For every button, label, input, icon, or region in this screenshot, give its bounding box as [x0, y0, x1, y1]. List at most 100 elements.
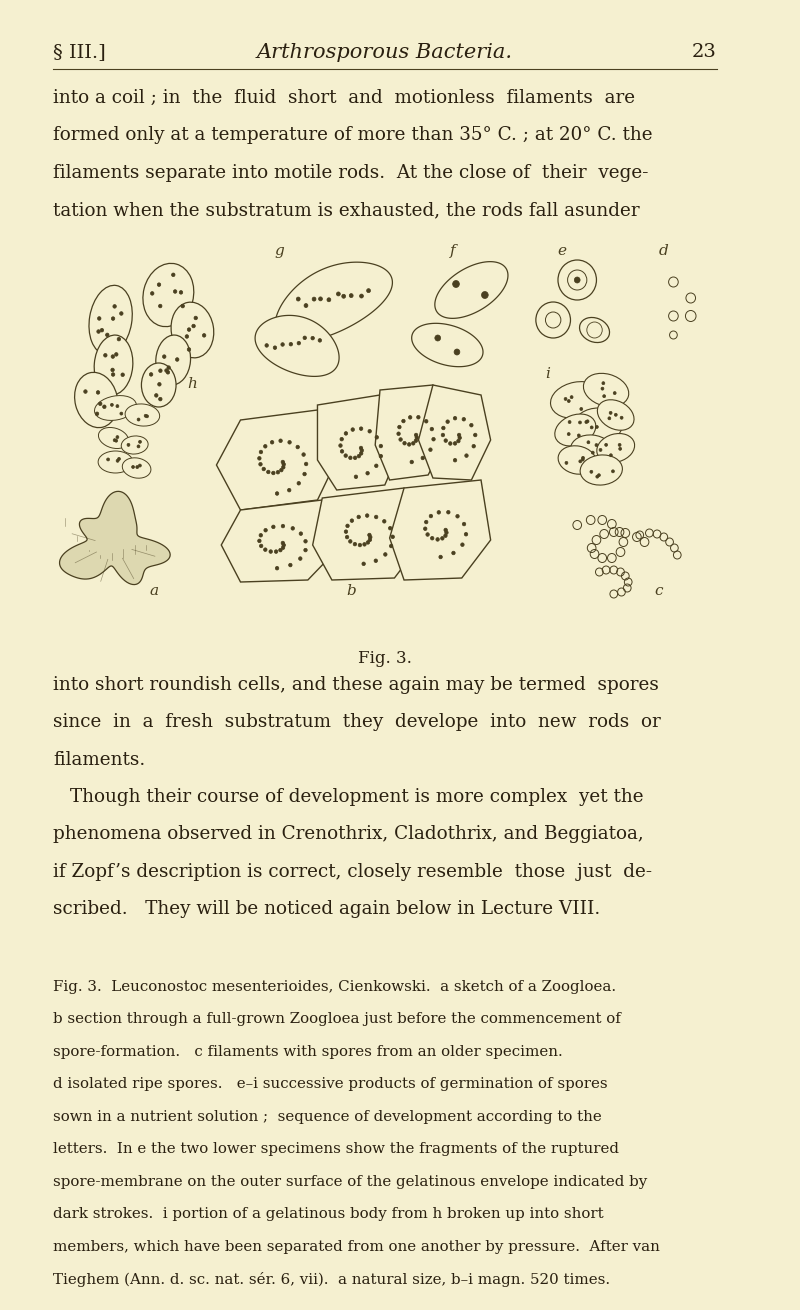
- Circle shape: [430, 536, 434, 540]
- Circle shape: [262, 468, 266, 470]
- Circle shape: [411, 441, 415, 445]
- Circle shape: [453, 280, 459, 287]
- Circle shape: [158, 283, 161, 287]
- Circle shape: [609, 411, 612, 414]
- Circle shape: [590, 470, 593, 473]
- Circle shape: [429, 515, 433, 517]
- Circle shape: [171, 272, 175, 276]
- Circle shape: [258, 462, 262, 466]
- Circle shape: [436, 537, 439, 541]
- Text: b: b: [346, 584, 356, 597]
- Circle shape: [337, 292, 340, 296]
- Circle shape: [179, 291, 182, 295]
- Circle shape: [582, 456, 585, 460]
- Polygon shape: [375, 385, 452, 479]
- Circle shape: [374, 559, 378, 562]
- Circle shape: [610, 453, 612, 457]
- Circle shape: [158, 304, 162, 308]
- Circle shape: [390, 544, 393, 548]
- Text: Fig. 3.  Leuconostoc mesenterioides, Cienkowski.  a sketch of a Zoogloea.: Fig. 3. Leuconostoc mesenterioides, Cien…: [53, 980, 616, 994]
- Circle shape: [280, 468, 283, 472]
- Circle shape: [444, 528, 447, 532]
- Text: formed only at a temperature of more than 35° C. ; at 20° C. the: formed only at a temperature of more tha…: [53, 127, 653, 144]
- Circle shape: [369, 536, 372, 538]
- Circle shape: [461, 542, 464, 546]
- Circle shape: [421, 456, 425, 460]
- Circle shape: [389, 527, 392, 531]
- Circle shape: [281, 460, 285, 464]
- Circle shape: [263, 444, 267, 448]
- Circle shape: [342, 295, 346, 299]
- Ellipse shape: [74, 372, 118, 427]
- Circle shape: [95, 413, 98, 415]
- Circle shape: [346, 536, 349, 538]
- Circle shape: [602, 394, 606, 398]
- Circle shape: [409, 415, 412, 419]
- Circle shape: [382, 520, 386, 523]
- Circle shape: [423, 527, 427, 531]
- Circle shape: [359, 293, 363, 299]
- Circle shape: [444, 534, 447, 537]
- Circle shape: [174, 290, 177, 293]
- Circle shape: [565, 461, 568, 464]
- Circle shape: [282, 524, 285, 528]
- Circle shape: [303, 337, 306, 339]
- Text: filaments separate into motile rods.  At the close of  their  vege-: filaments separate into motile rods. At …: [53, 164, 648, 182]
- Text: letters.  In e the two lower specimens show the fragments of the ruptured: letters. In e the two lower specimens sh…: [53, 1142, 619, 1157]
- Polygon shape: [390, 479, 490, 580]
- Ellipse shape: [98, 427, 129, 448]
- Circle shape: [100, 329, 104, 331]
- Circle shape: [181, 304, 185, 308]
- Circle shape: [445, 531, 448, 534]
- Circle shape: [118, 457, 121, 460]
- Text: i: i: [546, 367, 550, 381]
- Circle shape: [158, 383, 161, 386]
- Circle shape: [410, 460, 414, 464]
- Circle shape: [425, 520, 428, 524]
- Text: a: a: [149, 584, 158, 597]
- Circle shape: [579, 460, 582, 462]
- Text: Though their course of development is more complex  yet the: Though their course of development is mo…: [70, 789, 644, 806]
- Circle shape: [298, 557, 302, 561]
- Circle shape: [340, 438, 343, 441]
- Circle shape: [399, 438, 402, 441]
- Circle shape: [269, 550, 273, 553]
- Polygon shape: [222, 500, 342, 582]
- Circle shape: [106, 458, 110, 461]
- Polygon shape: [255, 316, 339, 376]
- Circle shape: [120, 312, 123, 316]
- Circle shape: [379, 444, 382, 448]
- Circle shape: [441, 537, 444, 540]
- Circle shape: [605, 443, 607, 447]
- Circle shape: [574, 276, 580, 283]
- Circle shape: [398, 426, 401, 428]
- Circle shape: [620, 417, 623, 419]
- Ellipse shape: [125, 403, 160, 426]
- Circle shape: [137, 445, 140, 448]
- Circle shape: [359, 427, 363, 431]
- Circle shape: [379, 455, 382, 458]
- Polygon shape: [418, 385, 490, 479]
- Circle shape: [282, 465, 285, 469]
- Circle shape: [338, 444, 342, 447]
- Circle shape: [98, 402, 102, 406]
- Text: Tieghem (Ann. d. sc. nat. sér. 6, vii).  a natural size, b–i magn. 520 times.: Tieghem (Ann. d. sc. nat. sér. 6, vii). …: [53, 1272, 610, 1288]
- Circle shape: [166, 371, 170, 375]
- Text: filaments.: filaments.: [53, 751, 145, 769]
- Circle shape: [403, 441, 406, 445]
- Circle shape: [350, 519, 354, 523]
- Circle shape: [602, 381, 605, 385]
- Circle shape: [426, 533, 430, 536]
- Ellipse shape: [558, 445, 596, 474]
- Circle shape: [258, 456, 261, 460]
- Circle shape: [185, 334, 189, 338]
- Circle shape: [444, 439, 447, 443]
- Circle shape: [136, 465, 138, 469]
- Circle shape: [304, 304, 308, 308]
- Ellipse shape: [142, 363, 176, 407]
- Circle shape: [144, 414, 147, 418]
- Ellipse shape: [98, 451, 133, 473]
- Circle shape: [202, 334, 206, 337]
- Circle shape: [591, 451, 594, 455]
- Circle shape: [304, 540, 307, 544]
